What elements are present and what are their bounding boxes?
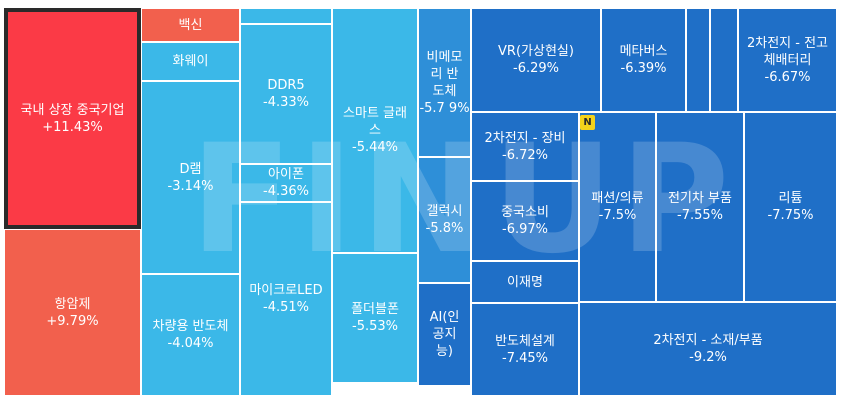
treemap-tile[interactable]: 중국소비 -6.97% [471,181,579,261]
treemap-tile[interactable]: 화웨이 [141,42,240,81]
tile-change: -5.8% [425,221,464,236]
tile-label: D램 [179,161,202,177]
tile-change: +11.43% [42,119,103,135]
tile-label: 차량용 반도체 [152,319,229,334]
tile-label: 리튬 [778,191,803,206]
tile-change: -5.44% [352,140,398,155]
tile-change: -4.04% [167,336,214,351]
tile-change: -5.53% [352,319,398,334]
tile-change: -7.55% [677,208,723,223]
tile-change: -7.5% [598,208,637,223]
treemap-tile[interactable]: 패션/의류 -7.5% [579,112,656,302]
tile-label: 패션/의류 [591,191,644,206]
treemap-tile[interactable]: 비메모 리 반 도체 -5.7 9% [418,8,471,157]
tile-change: -7.45% [502,350,548,366]
treemap-tile[interactable]: 국내 상장 중국기업 +11.43% [4,8,141,229]
tile-label: 폴더블폰 [351,302,399,317]
tile-change: -6.67% [764,69,811,85]
treemap-tile[interactable]: 항암제 +9.79% [4,229,141,396]
treemap-tile[interactable]: 이재명 [471,261,579,303]
treemap-tile[interactable]: 2차전지 - 소재/부품 -9.2% [579,302,837,396]
treemap-tile[interactable]: 마이크로LED -4.51% [240,202,332,396]
tile-change: -6.72% [502,147,548,163]
treemap-tile[interactable]: 폴더블폰 -5.53% [332,253,418,383]
tile-label: VR(가상현실) [498,44,574,59]
treemap-tile[interactable]: 2차전지 - 장비 -6.72% [471,112,579,181]
treemap-tile[interactable]: 백신 [141,8,240,42]
treemap-tile[interactable]: 스마트 글래 스 -5.44% [332,8,418,253]
treemap-tile[interactable]: 리튬 -7.75% [744,112,837,302]
tile-label: 항암제 [54,296,91,312]
treemap-tile[interactable]: 2차전지 - 전고 체배터리 -6.67% [738,8,837,112]
treemap-tile[interactable]: 반도체설계 -7.45% [471,303,579,396]
tile-label: 스마트 글래 스 [343,106,407,138]
tile-change: -6.39% [620,61,667,76]
tile-label: 갤럭시 [426,204,463,219]
treemap-tile[interactable]: 메타버스 -6.39% [601,8,686,112]
new-badge: N [580,115,595,130]
tile-change: -5.7 9% [419,100,470,116]
treemap-tile[interactable]: 전기차 부품 -7.55% [656,112,744,302]
tile-label: 전기차 부품 [668,191,732,206]
tile-label: 이재명 [507,274,543,290]
treemap-tile[interactable]: VR(가상현실) -6.29% [471,8,601,112]
treemap-tile[interactable]: DDR5 -4.33% [240,24,332,164]
treemap-tile[interactable]: 갤럭시 -5.8% [418,157,471,283]
tile-change: -4.36% [263,184,309,199]
tile-label: 국내 상장 중국기업 [20,102,125,118]
tile-change: -4.51% [263,300,309,315]
tile-label: 비메모 리 반 도체 [426,49,463,99]
treemap-tile[interactable]: 아이폰 -4.36% [240,164,332,202]
treemap-tile[interactable] [686,8,710,112]
tile-label: 백신 [178,17,203,33]
tile-change: -6.29% [513,61,559,76]
tile-change: -3.14% [167,178,214,194]
tile-label: AI(인 공지 능) [429,310,460,359]
tile-change: +9.79% [46,313,99,329]
tile-label: 아이폰 [268,167,304,182]
tile-label: DDR5 [267,78,305,93]
treemap-tile[interactable]: D램 -3.14% [141,81,240,274]
treemap-tile[interactable]: AI(인 공지 능) [418,283,471,386]
treemap-tile[interactable] [710,8,738,112]
tile-label: 2차전지 - 소재/부품 [653,333,763,348]
tile-label: 중국소비 [501,205,549,220]
tile-label: 메타버스 [619,44,668,59]
treemap-tile[interactable]: 차량용 반도체 -4.04% [141,274,240,396]
tile-label: 2차전지 - 전고 체배터리 [746,35,829,68]
tile-change: -4.33% [263,95,309,110]
tile-label: 2차전지 - 장비 [484,130,566,146]
tile-label: 마이크로LED [249,283,323,298]
tile-change: -9.2% [689,350,727,365]
tile-change: -6.97% [502,222,548,237]
tile-label: 화웨이 [172,54,209,69]
treemap-tile[interactable] [240,8,332,24]
tile-label: 반도체설계 [495,333,555,349]
tile-change: -7.75% [767,208,814,223]
